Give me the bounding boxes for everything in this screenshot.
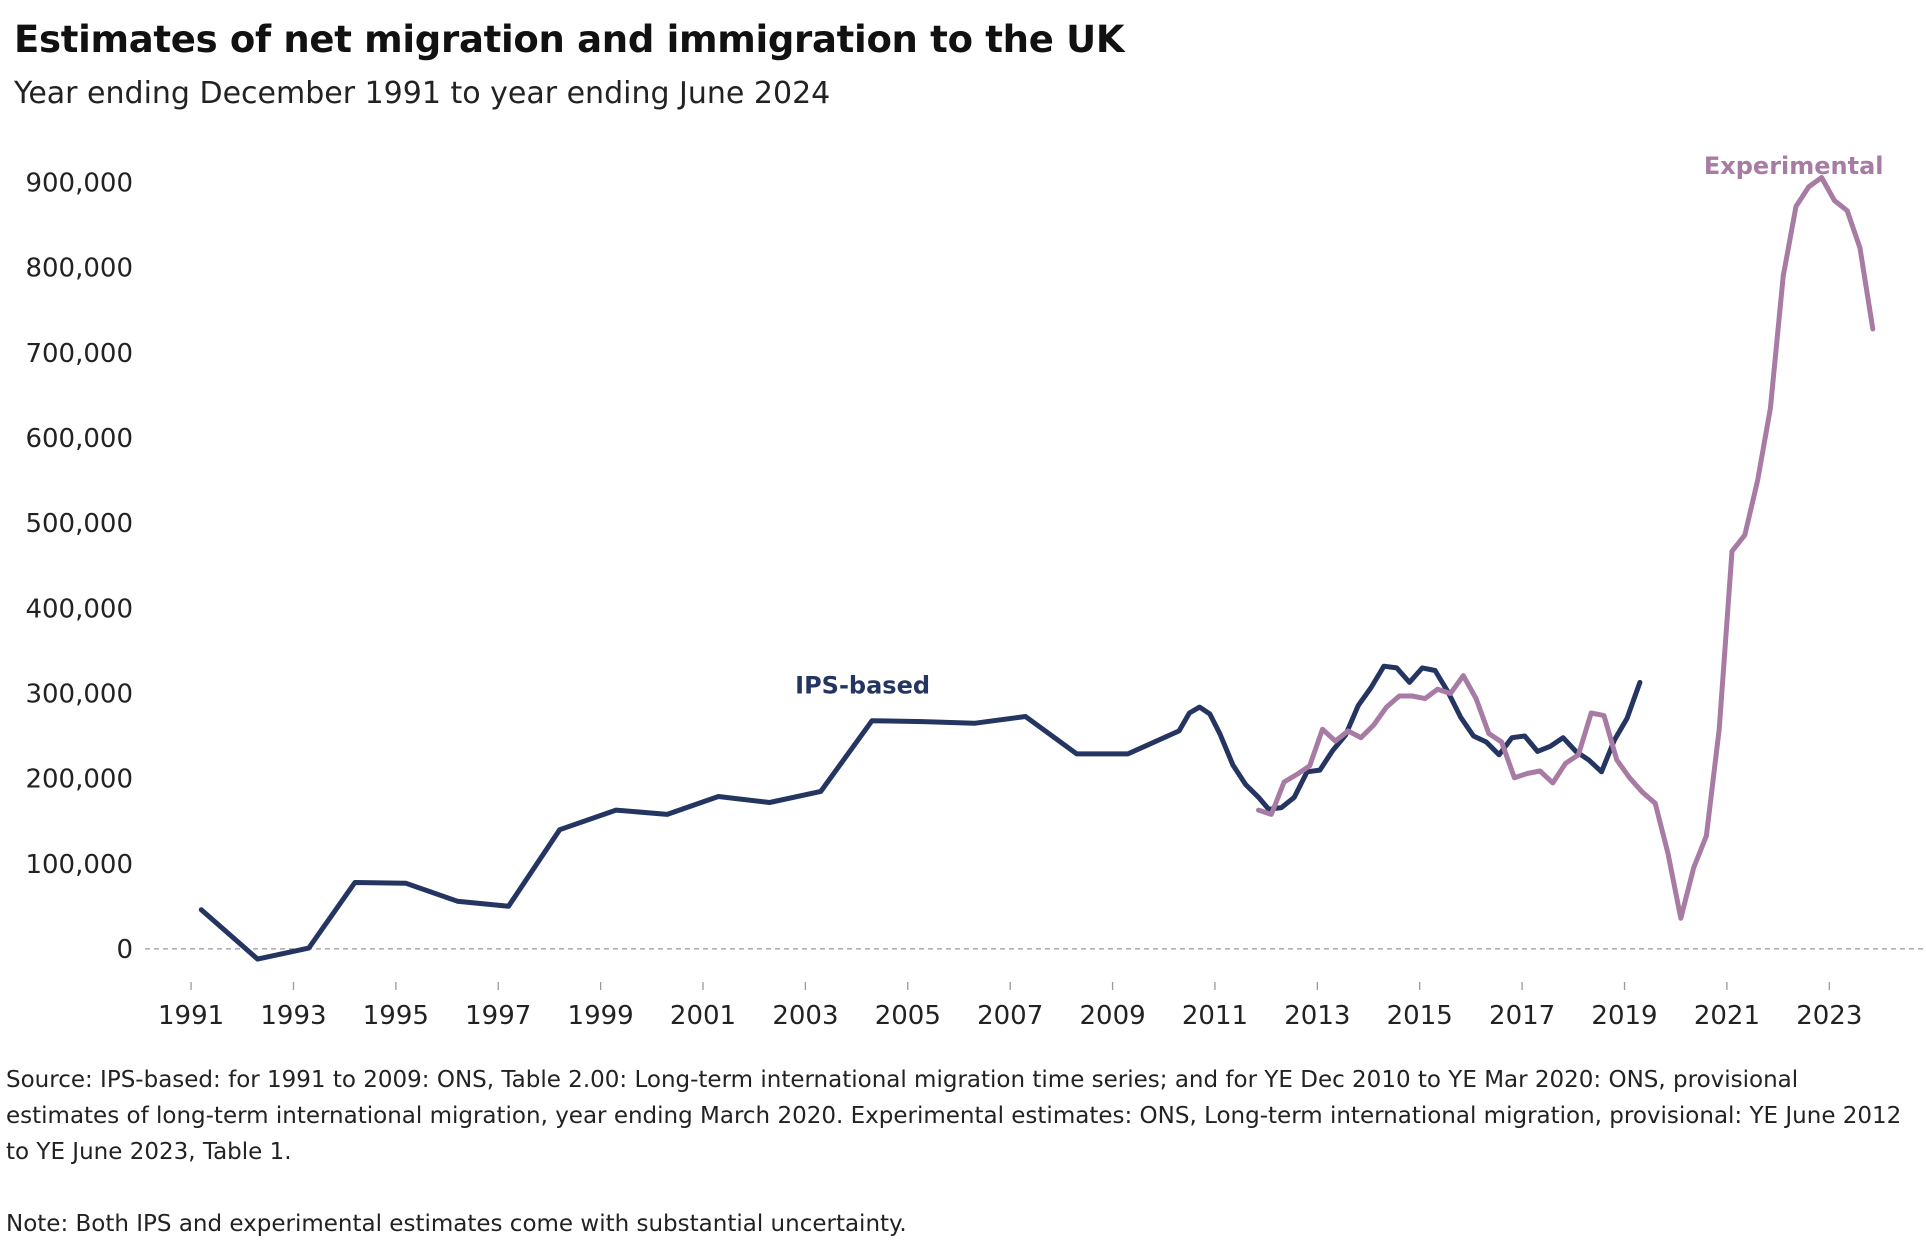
- series-line-ips-based: [198, 663, 1643, 962]
- x-tick-label: 2001: [670, 1001, 736, 1031]
- x-tick-label: 2011: [1182, 1001, 1248, 1031]
- x-axis: 1991 1993 1995 1997 1999 2001 2003 2005 2007 2009…: [158, 982, 1862, 1031]
- x-tick-label: 1991: [158, 1001, 224, 1031]
- uncertainty-note: Note: Both IPS and experimental estimate…: [6, 1211, 907, 1237]
- y-tick-label: 800,000: [25, 254, 133, 284]
- series-labels: IPS-based Experimental: [795, 152, 1883, 699]
- x-tick-label: 2017: [1489, 1001, 1555, 1031]
- y-tick-label: 300,000: [25, 679, 133, 709]
- y-tick-label: 600,000: [25, 424, 133, 454]
- chart-title: Estimates of net migration and immigrati…: [14, 18, 1125, 61]
- x-tick-label: 2019: [1591, 1001, 1657, 1031]
- source-note: Source: IPS-based: for 1991 to 2009: ONS…: [6, 1067, 1902, 1165]
- y-tick-label: 200,000: [25, 765, 133, 795]
- y-tick-label: 100,000: [25, 850, 133, 880]
- x-tick-label: 1993: [260, 1001, 326, 1031]
- x-tick-label: 2005: [875, 1001, 941, 1031]
- y-tick-label: 0: [116, 935, 133, 965]
- x-tick-label: 2023: [1796, 1001, 1862, 1031]
- x-tick-label: 2021: [1694, 1001, 1760, 1031]
- x-tick-label: 2015: [1387, 1001, 1453, 1031]
- series-line-experimental: [1256, 175, 1876, 921]
- series-label-experimental: Experimental: [1704, 152, 1884, 180]
- series-layer: [198, 175, 1876, 962]
- chart-subtitle: Year ending December 1991 to year ending…: [14, 76, 831, 111]
- migration-line-chart: 0 100,000 200,000 300,000 400,000 500,000 600,…: [25, 152, 1924, 1031]
- x-tick-label: 1995: [363, 1001, 429, 1031]
- x-tick-label: 1997: [465, 1001, 531, 1031]
- x-tick-label: 1999: [568, 1001, 634, 1031]
- y-tick-label: 400,000: [25, 594, 133, 624]
- x-tick-label: 2013: [1284, 1001, 1350, 1031]
- y-tick-label: 900,000: [25, 169, 133, 199]
- chart-notes: Source: IPS-based: for 1991 to 2009: ONS…: [6, 1062, 1916, 1242]
- x-tick-label: 2003: [772, 1001, 838, 1031]
- y-axis: 0 100,000 200,000 300,000 400,000 500,000 600,…: [25, 169, 133, 965]
- y-tick-label: 700,000: [25, 339, 133, 369]
- series-label-ips-based: IPS-based: [795, 671, 930, 699]
- y-tick-label: 500,000: [25, 509, 133, 539]
- x-tick-label: 2007: [977, 1001, 1043, 1031]
- x-tick-label: 2009: [1079, 1001, 1145, 1031]
